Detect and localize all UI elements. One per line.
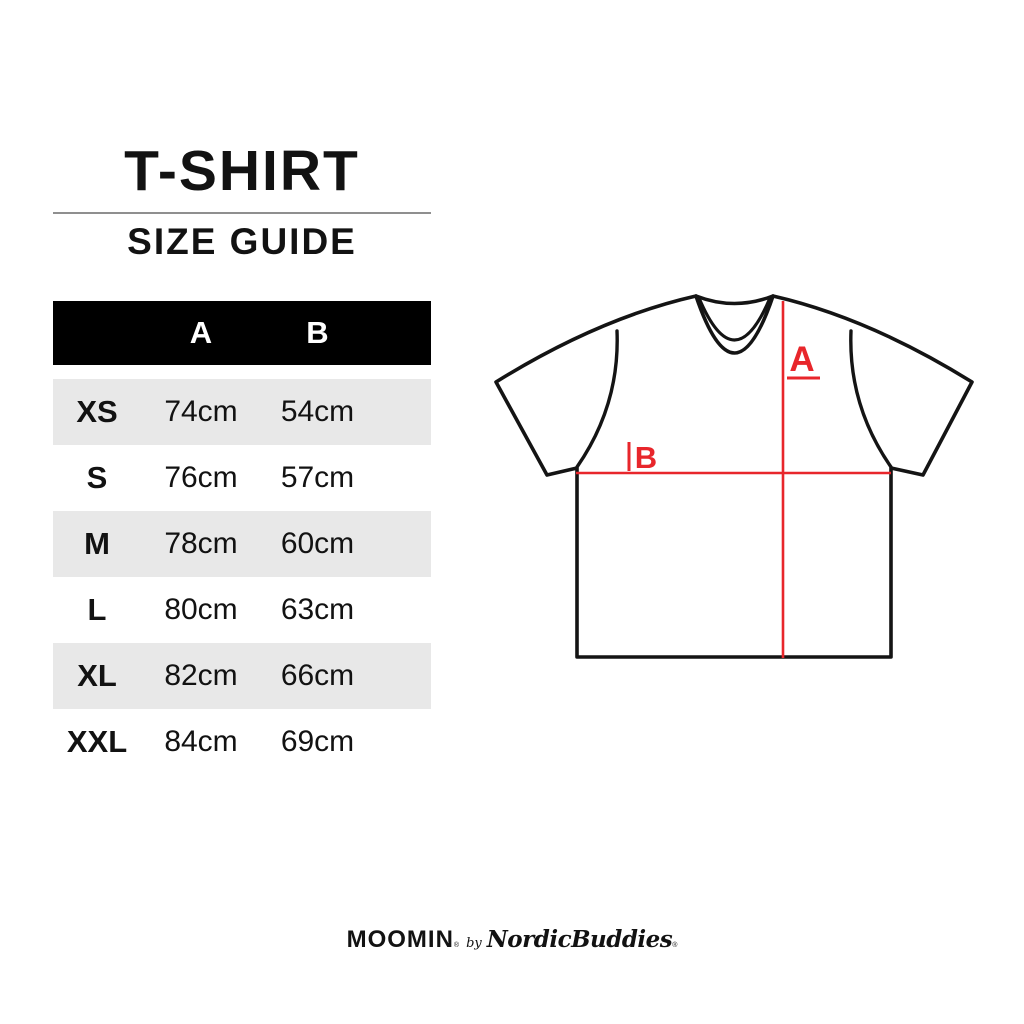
size-cell: XS <box>76 394 118 429</box>
page-title: T-SHIRT <box>124 139 360 203</box>
table-row: M 78cm 60cm <box>53 511 431 577</box>
brand-moomin: MOOMIN <box>346 926 454 953</box>
table-row: XL 82cm 66cm <box>53 643 431 709</box>
b-cell: 63cm <box>280 593 355 626</box>
armhole-seam-left <box>575 329 619 469</box>
page-subtitle: SIZE GUIDE <box>127 220 357 262</box>
title-divider <box>53 211 431 214</box>
trademark-icon: ® <box>453 942 460 949</box>
header-block: T-SHIRT SIZE GUIDE <box>53 140 431 263</box>
table-row: XXL 84cm 69cm <box>53 709 431 775</box>
a-cell: 74cm <box>164 395 238 428</box>
brand-nordicbuddies: NordicBuddies <box>486 926 673 953</box>
brand-by: by <box>466 936 482 951</box>
armhole-seam-right <box>849 329 893 469</box>
b-cell: 54cm <box>280 395 355 428</box>
b-cell: 66cm <box>280 659 355 692</box>
table-row: XS 74cm 54cm <box>53 379 431 445</box>
trademark-icon: ® <box>672 942 678 949</box>
b-cell: 69cm <box>280 725 355 758</box>
a-cell: 78cm <box>164 527 238 560</box>
size-table: A B XS 74cm 54cm S 76cm 57cm M 78cm 60cm… <box>53 301 431 775</box>
size-table-header: A B <box>53 301 431 365</box>
size-table-body: XS 74cm 54cm S 76cm 57cm M 78cm 60cm L 8… <box>53 379 431 775</box>
a-cell: 82cm <box>164 659 238 692</box>
size-cell: M <box>84 526 110 561</box>
size-cell: L <box>87 592 107 627</box>
column-header-b: B <box>306 315 329 350</box>
measurement-label-b: B <box>635 440 657 475</box>
measurement-label-a: A <box>789 340 814 379</box>
a-cell: 80cm <box>164 593 238 626</box>
tshirt-outline <box>494 294 974 659</box>
brand-logo: MOOMIN ® by NordicBuddies ® <box>0 926 1024 954</box>
table-row: L 80cm 63cm <box>53 577 431 643</box>
a-cell: 84cm <box>164 725 238 758</box>
collar-outer-curve <box>694 294 775 355</box>
tshirt-diagram: A B <box>494 294 974 659</box>
b-cell: 57cm <box>280 461 355 494</box>
size-cell: XL <box>77 658 117 693</box>
collar-inner-curve <box>697 296 772 342</box>
b-cell: 60cm <box>280 527 355 560</box>
column-header-a: A <box>189 315 213 350</box>
size-cell: S <box>86 460 108 495</box>
size-cell: XXL <box>66 724 128 759</box>
table-row: S 76cm 57cm <box>53 445 431 511</box>
a-cell: 76cm <box>164 461 238 494</box>
